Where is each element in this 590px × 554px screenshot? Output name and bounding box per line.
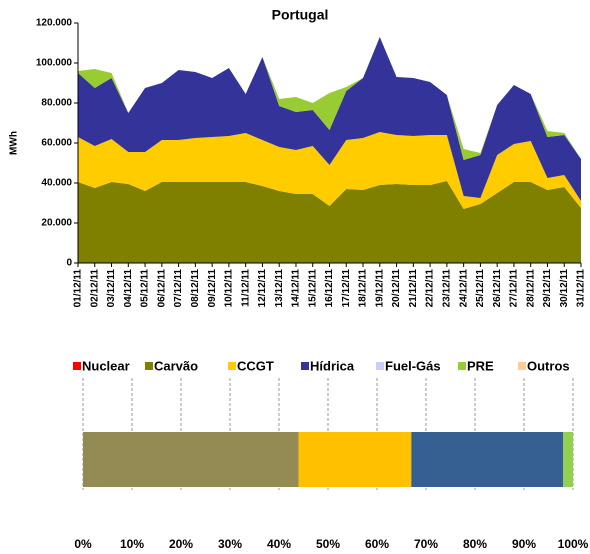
area [78, 181, 581, 263]
legend-label: CCGT [237, 358, 274, 373]
legend-label: Fuel-Gás [385, 358, 441, 373]
x-tick-label: 28/12/11 [525, 269, 536, 308]
x-tick-label: 07/12/11 [173, 269, 184, 308]
x-tick-label: 60% [365, 537, 389, 551]
legend-marker [376, 362, 384, 370]
area [78, 37, 581, 160]
bar-segment [411, 432, 564, 487]
x-tick-label: 20% [169, 537, 193, 551]
x-tick-label: 04/12/11 [123, 269, 134, 308]
x-tick-label: 30/12/11 [559, 269, 570, 308]
x-tick-label: 17/12/11 [341, 269, 352, 308]
legend-marker [518, 362, 526, 370]
legend-marker [145, 362, 153, 370]
x-tick-label: 22/12/11 [425, 269, 436, 308]
x-tick-label: 18/12/11 [358, 269, 369, 308]
bar-segment [298, 432, 412, 487]
x-tick-label: 24/12/11 [458, 269, 469, 308]
area [78, 132, 581, 209]
x-tick-label: 02/12/11 [89, 269, 100, 308]
chart-title: Portugal [272, 7, 329, 23]
legend-marker [228, 362, 236, 370]
x-tick-label: 16/12/11 [324, 269, 335, 308]
x-tick-label: 10% [120, 537, 144, 551]
x-tick-label: 12/12/11 [257, 269, 268, 308]
x-tick-label: 90% [512, 537, 536, 551]
x-tick-label: 50% [316, 537, 340, 551]
bar-segment [563, 432, 573, 487]
x-tick-label: 100% [558, 537, 589, 551]
x-tick-label: 21/12/11 [408, 269, 419, 308]
legend-marker [73, 362, 81, 370]
y-tick-label: 20.000 [41, 218, 72, 229]
x-tick-label: 80% [463, 537, 487, 551]
x-tick-label: 06/12/11 [156, 269, 167, 308]
legend-label: Hídrica [310, 358, 355, 373]
legend-marker [458, 362, 466, 370]
y-tick-label: 100.000 [36, 58, 73, 69]
x-tick-label: 30% [218, 537, 242, 551]
x-tick-label: 20/12/11 [391, 269, 402, 308]
area [78, 37, 581, 201]
x-tick-label: 25/12/11 [475, 269, 486, 308]
x-tick-label: 13/12/11 [274, 269, 285, 308]
x-tick-label: 27/12/11 [509, 269, 520, 308]
x-tick-label: 05/12/11 [140, 269, 151, 308]
y-tick-label: 120.000 [36, 18, 73, 29]
x-tick-label: 01/12/11 [73, 269, 84, 308]
legend-label: Outros [527, 358, 570, 373]
x-tick-label: 70% [414, 537, 438, 551]
y-tick-label: 60.000 [41, 138, 72, 149]
legend-label: Carvão [154, 358, 198, 373]
legend-label: PRE [467, 358, 494, 373]
x-tick-label: 0% [74, 537, 92, 551]
x-tick-label: 09/12/11 [207, 269, 218, 308]
y-tick-label: 80.000 [41, 98, 72, 109]
x-tick-label: 08/12/11 [190, 269, 201, 308]
x-tick-label: 23/12/11 [442, 269, 453, 308]
x-tick-label: 26/12/11 [492, 269, 503, 308]
x-tick-label: 29/12/11 [542, 269, 553, 308]
x-tick-label: 15/12/11 [307, 269, 318, 308]
y-tick-label: 40.000 [41, 178, 72, 189]
x-tick-label: 19/12/11 [374, 269, 385, 308]
y-tick-label: 0 [66, 258, 72, 269]
x-tick-label: 11/12/11 [240, 269, 251, 307]
y-axis-label: MWh [9, 131, 20, 155]
bar-segment [83, 432, 299, 487]
legend-marker [301, 362, 309, 370]
x-tick-label: 40% [267, 537, 291, 551]
x-tick-label: 31/12/11 [576, 269, 587, 308]
x-tick-label: 10/12/11 [224, 269, 235, 308]
x-tick-label: 14/12/11 [291, 269, 302, 308]
x-tick-label: 03/12/11 [106, 269, 117, 308]
legend-label: Nuclear [82, 358, 130, 373]
